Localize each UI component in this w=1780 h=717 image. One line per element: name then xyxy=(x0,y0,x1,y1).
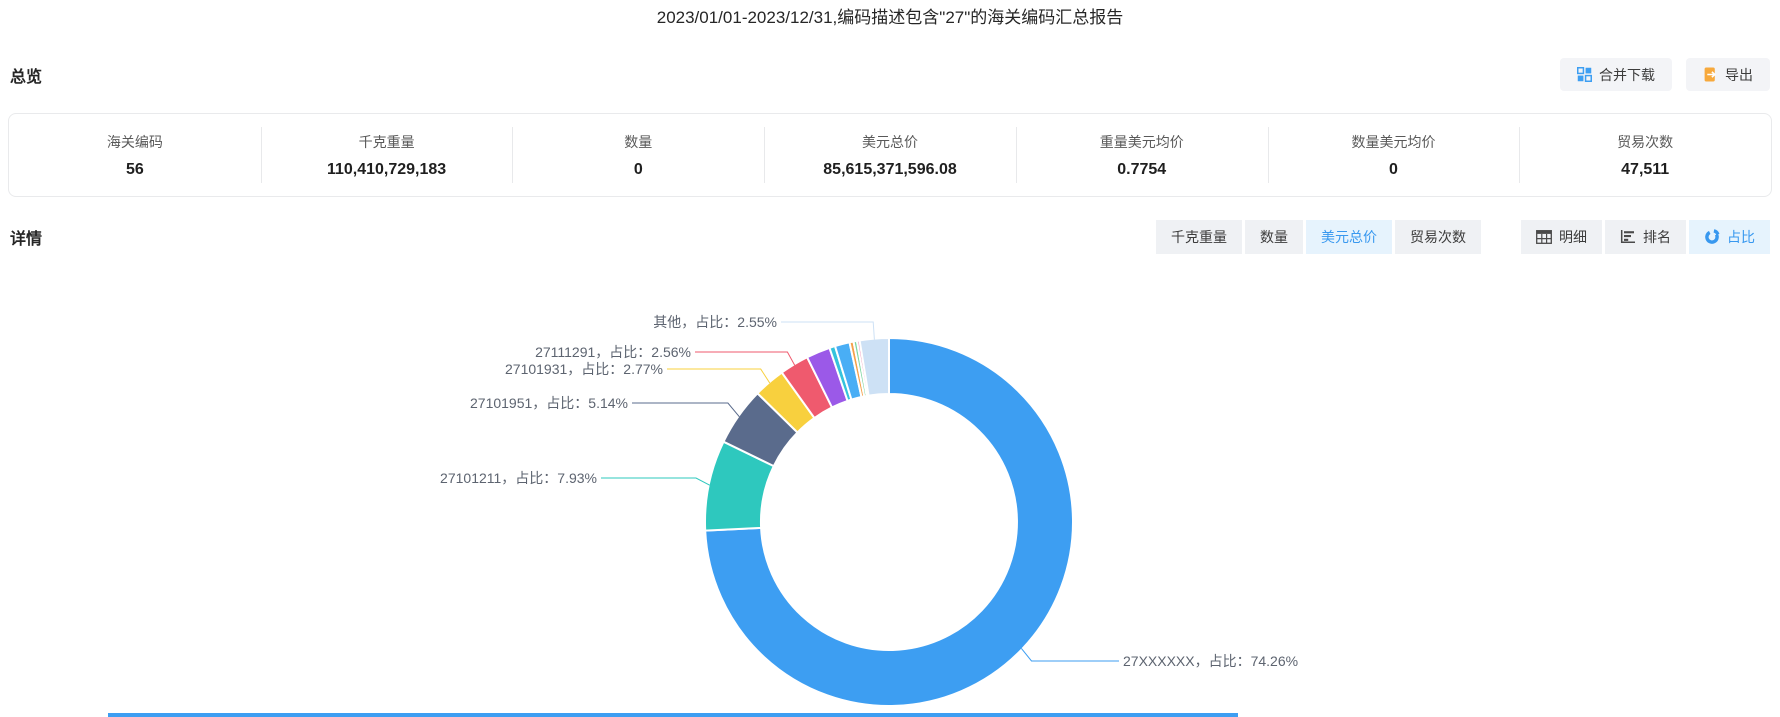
tab-label: 数量 xyxy=(1260,229,1288,245)
stat-kg-weight: 千克重量 110,410,729,183 xyxy=(260,114,513,196)
pie-label-27101951: 27101951，占比：5.14% xyxy=(470,395,628,411)
stat-label: 千克重量 xyxy=(358,133,415,150)
pie-label-27101211: 27101211，占比：7.93% xyxy=(440,470,597,486)
pie-slice[interactable] xyxy=(858,336,890,397)
tab-label: 美元总价 xyxy=(1321,229,1377,245)
pie-label-27111291: 27111291，占比：2.56% xyxy=(535,344,691,360)
detail-heading: 详情 xyxy=(10,231,43,248)
pie-label-line xyxy=(781,321,875,340)
tab-view-details[interactable]: 明细 xyxy=(1521,220,1602,254)
tab-usd-total[interactable]: 美元总价 xyxy=(1306,220,1392,254)
ranking-icon xyxy=(1620,230,1636,244)
pie-label-27xxxxxxx: 27XXXXXX，占比：74.26% xyxy=(1123,653,1299,669)
donut-chart[interactable] xyxy=(0,255,1780,717)
stat-value: 56 xyxy=(125,160,144,178)
export-file-icon xyxy=(1703,67,1718,82)
tab-quantity[interactable]: 数量 xyxy=(1245,220,1303,254)
merge-squares-icon xyxy=(1577,67,1592,82)
donut-icon xyxy=(1704,229,1720,245)
export-button[interactable]: 导出 xyxy=(1686,58,1770,91)
export-label: 导出 xyxy=(1725,66,1753,83)
bottom-partial-element xyxy=(108,713,1238,717)
overview-header: 总览 合并下载 导出 xyxy=(10,58,1770,91)
pie-label-other: 其他，占比：2.55% xyxy=(653,314,777,330)
tab-label: 占比 xyxy=(1727,229,1755,245)
tab-view-ranking[interactable]: 排名 xyxy=(1605,220,1686,254)
stat-customs-code: 海关编码 56 xyxy=(9,114,261,196)
tab-trade-count[interactable]: 贸易次数 xyxy=(1395,220,1481,254)
pie-label-line xyxy=(695,351,796,366)
tab-label: 明细 xyxy=(1559,229,1587,245)
stat-usd-per-quantity: 数量美元均价 0 xyxy=(1267,114,1520,196)
stat-usd-total: 美元总价 85,615,371,596.08 xyxy=(764,114,1016,196)
detail-header: 详情 千克重量 数量 美元总价 贸易次数 明细 xyxy=(10,220,1770,254)
merge-download-label: 合并下载 xyxy=(1599,66,1655,83)
stat-label: 重量美元均价 xyxy=(1099,133,1184,150)
stat-value: 0 xyxy=(1389,160,1398,178)
pie-slice[interactable] xyxy=(704,336,1074,707)
stat-label: 美元总价 xyxy=(862,133,919,150)
tab-view-share[interactable]: 占比 xyxy=(1689,220,1770,254)
page-title: 2023/01/01-2023/12/31,编码描述包含"27"的海关编码汇总报… xyxy=(656,8,1124,27)
pie-label-line xyxy=(601,477,710,486)
stat-value: 47,511 xyxy=(1621,160,1670,178)
merge-download-button[interactable]: 合并下载 xyxy=(1560,58,1672,91)
tab-kg-weight[interactable]: 千克重量 xyxy=(1156,220,1242,254)
overview-actions: 合并下载 导出 xyxy=(1560,58,1770,91)
stat-usd-per-weight: 重量美元均价 0.7754 xyxy=(1015,114,1268,196)
stat-label: 数量 xyxy=(624,133,653,150)
tab-label: 排名 xyxy=(1643,229,1671,245)
stat-value: 0.7754 xyxy=(1117,160,1167,178)
overview-heading: 总览 xyxy=(10,68,43,86)
share-donut-chart-area: 27XXXXXX，占比：74.26% 27101211，占比：7.93% 271… xyxy=(0,255,1780,717)
stat-label: 海关编码 xyxy=(106,133,163,150)
stat-value: 110,410,729,183 xyxy=(326,160,447,178)
stat-label: 数量美元均价 xyxy=(1351,133,1436,150)
table-icon xyxy=(1536,230,1552,244)
tab-label: 千克重量 xyxy=(1171,229,1227,245)
pie-label-line xyxy=(667,368,771,384)
stat-trade-count: 贸易次数 47,511 xyxy=(1519,114,1771,196)
stat-value: 0 xyxy=(633,160,643,178)
metric-tabs: 千克重量 数量 美元总价 贸易次数 xyxy=(1156,220,1481,254)
pie-label-27101931: 27101931，占比：2.77% xyxy=(505,361,663,377)
stat-label: 贸易次数 xyxy=(1617,133,1674,150)
tab-label: 贸易次数 xyxy=(1410,229,1466,245)
stat-quantity: 数量 0 xyxy=(512,114,764,196)
overview-stats-card: 海关编码 56 千克重量 110,410,729,183 数量 0 美元总价 8… xyxy=(8,113,1772,197)
stat-value: 85,615,371,596.08 xyxy=(823,160,957,178)
pie-label-line xyxy=(1021,648,1119,662)
pie-label-line xyxy=(632,402,740,418)
view-tabs: 明细 排名 占比 xyxy=(1521,220,1770,254)
